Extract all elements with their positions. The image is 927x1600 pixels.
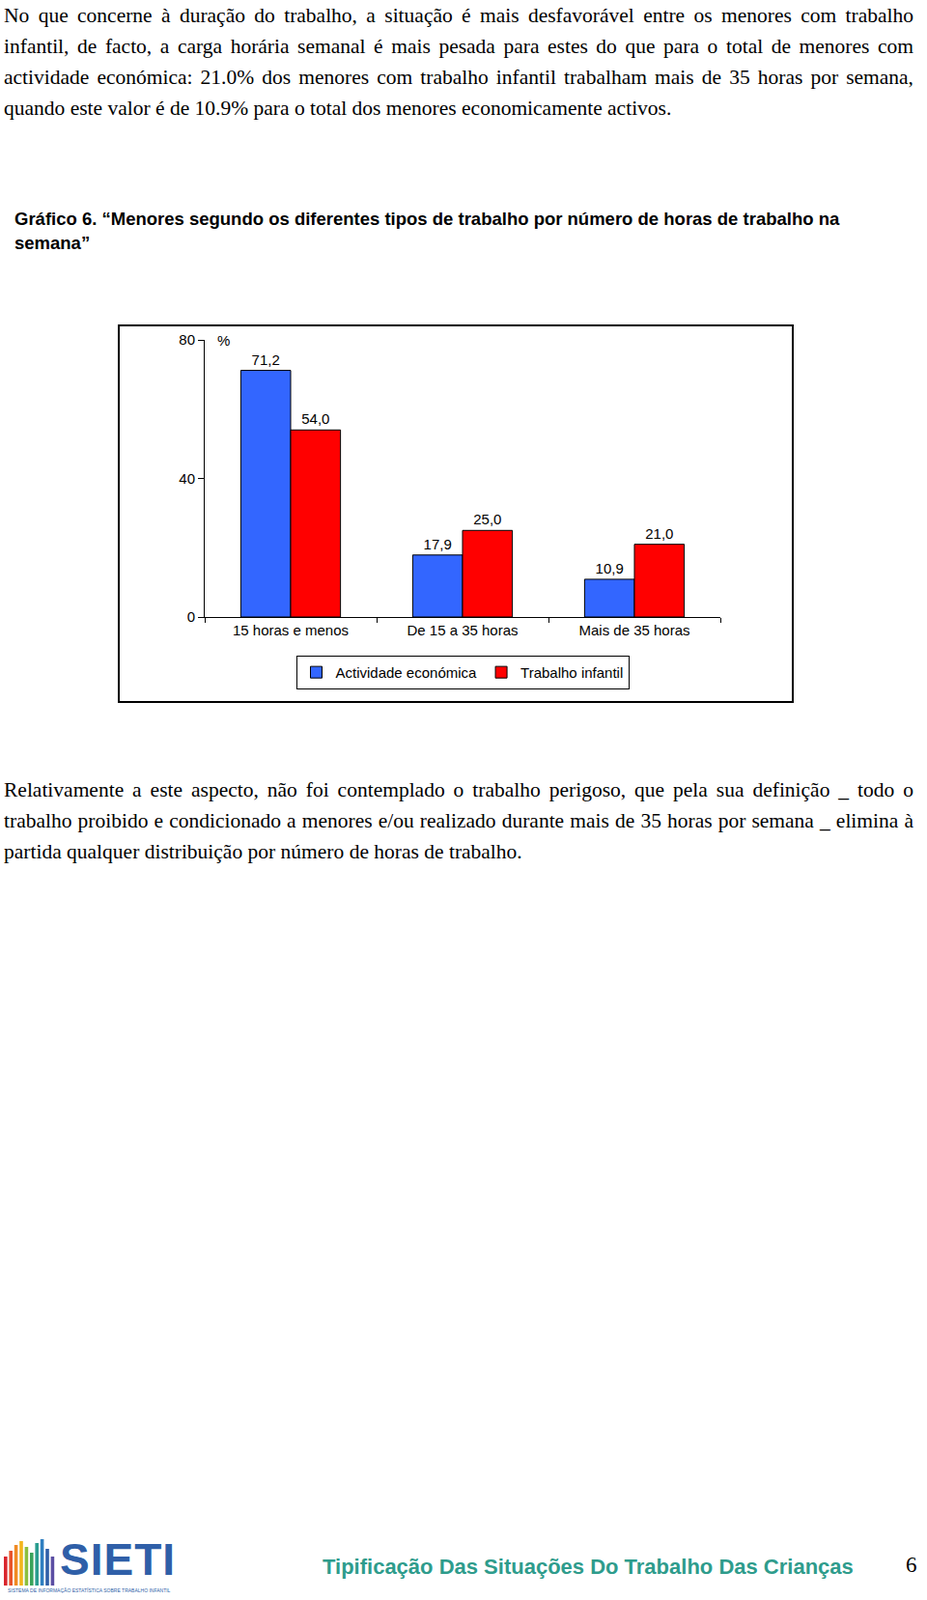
svg-text:71,2: 71,2 <box>252 351 281 368</box>
svg-text:Mais de 35 horas: Mais de 35 horas <box>578 621 690 639</box>
svg-text:80: 80 <box>178 331 196 348</box>
svg-text:De 15 a 35 horas: De 15 a 35 horas <box>406 621 518 639</box>
html-text:SISTEMA DE INFORMAÇÃO ESTATÍST: SISTEMA DE INFORMAÇÃO ESTATÍSTICA SOBRE … <box>7 1587 171 1594</box>
svg-text:%: % <box>217 332 230 349</box>
svg-text:10,9: 10,9 <box>595 560 624 577</box>
html-text:6: 6 <box>905 1552 917 1577</box>
svg-text:25,0: 25,0 <box>473 510 502 528</box>
svg-text:0: 0 <box>187 608 196 625</box>
html-text:No que concerne à duração do t: No que concerne à duração do trabalho, a… <box>3 3 914 120</box>
svg-text:40: 40 <box>178 470 196 487</box>
svg-text:Trabalho infantil: Trabalho infantil <box>520 664 623 681</box>
svg-text:17,9: 17,9 <box>423 535 452 553</box>
svg-text:15 horas e menos: 15 horas e menos <box>232 621 349 639</box>
svg-text:54,0: 54,0 <box>301 410 330 427</box>
html-text:SIETI: SIETI <box>59 1534 176 1585</box>
html-text:Relativamente a este aspecto,: Relativamente a este aspecto, não foi co… <box>3 778 914 864</box>
html-text:Tipificação Das Situações Do T: Tipificação Das Situações Do Trabalho Da… <box>322 1554 854 1579</box>
svg-text:Actividade económica: Actividade económica <box>336 664 478 681</box>
html-text:Gráfico 6. “Menores segundo os: Gráfico 6. “Menores segundo os diferente… <box>14 208 840 253</box>
svg-text:21,0: 21,0 <box>645 525 674 542</box>
